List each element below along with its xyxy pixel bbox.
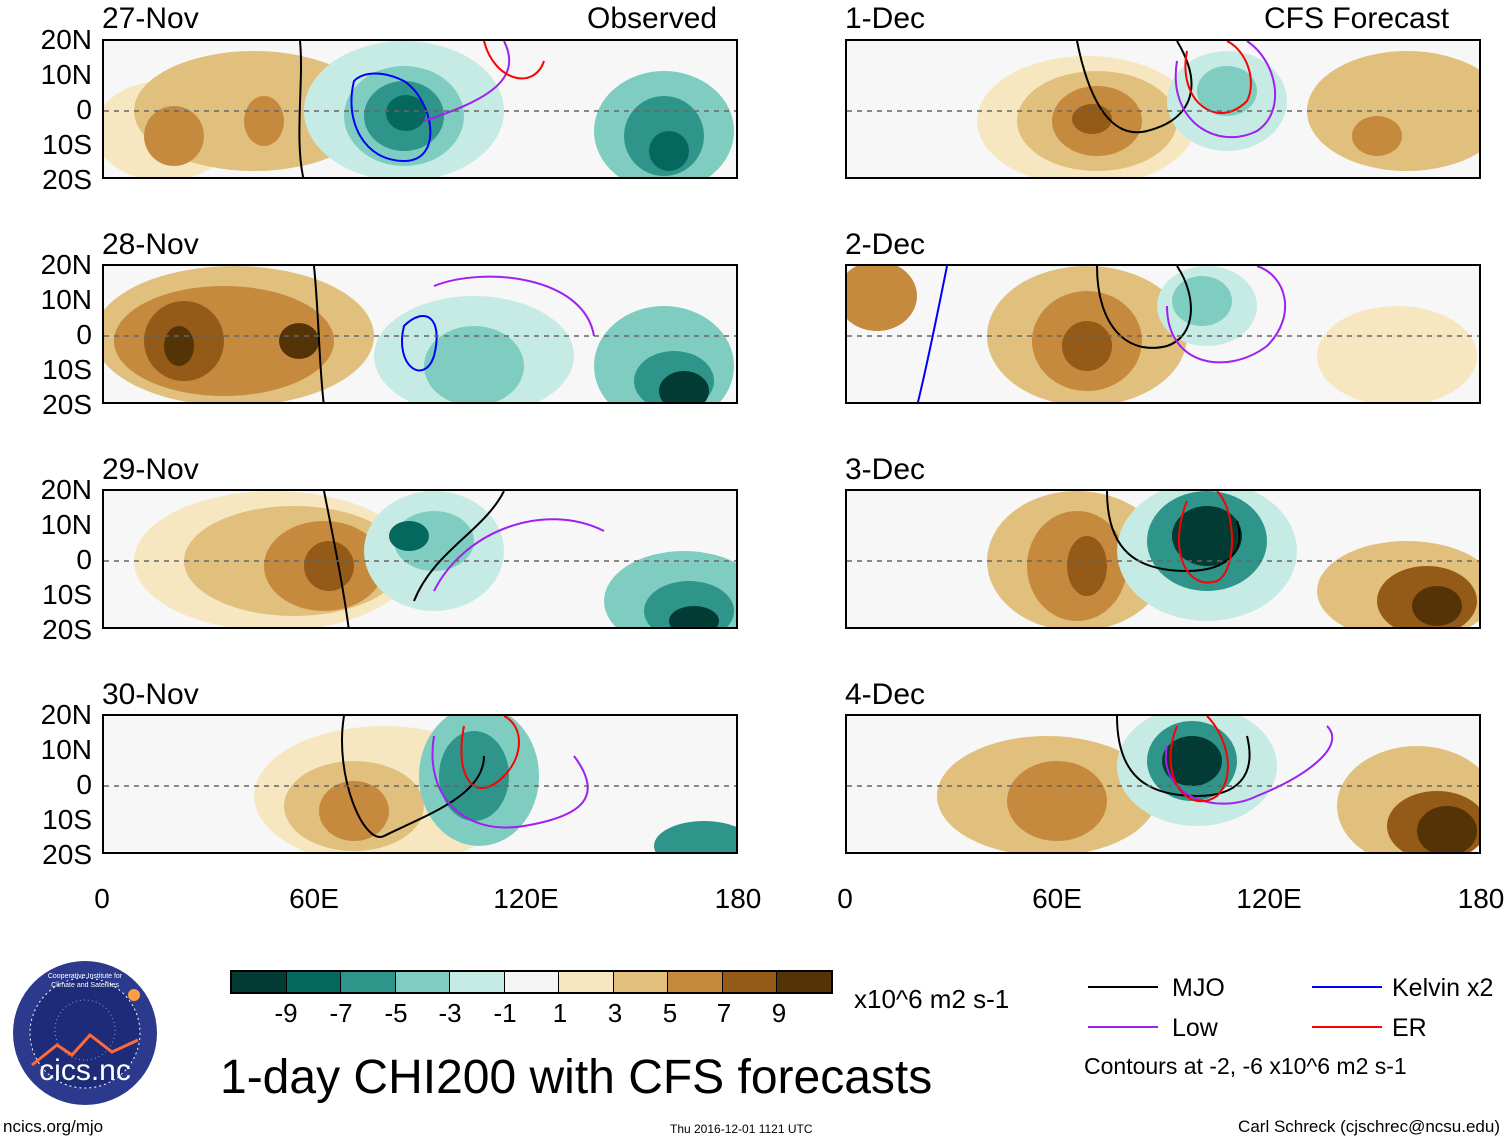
cics-logo: cics.nc Cooperative Institute for Climat… [12, 960, 158, 1106]
colorbar-tick: 7 [716, 998, 732, 1028]
panel-date-4-dec: 4-Dec [845, 678, 926, 711]
forecast-header: CFS Forecast [1264, 2, 1450, 35]
lon-label: 180 [714, 883, 762, 914]
colorbar-swatch [777, 972, 832, 992]
lat-label: 0 [76, 544, 92, 575]
contour-note: Contours at -2, -6 x10^6 m2 s-1 [1084, 1053, 1407, 1079]
chi200-field [104, 41, 736, 177]
chi200-field [847, 41, 1479, 177]
legend-label-low: Low [1172, 1014, 1218, 1042]
legend-label-mjo: MJO [1172, 974, 1225, 1002]
lat-label: 20S [42, 614, 92, 645]
footer-timestamp: Thu 2016-12-01 1121 UTC [670, 1122, 813, 1136]
lat-label: 10S [42, 804, 92, 835]
lat-label: 20N [40, 249, 92, 280]
footer-url[interactable]: ncics.org/mjo [3, 1117, 104, 1136]
colorbar-tick: -1 [493, 998, 517, 1028]
lat-label: 10N [40, 734, 92, 765]
colorbar-tick: 1 [552, 998, 568, 1028]
colorbar-swatch [559, 972, 614, 992]
colorbar-swatch [395, 972, 451, 992]
lat-label: 0 [76, 319, 92, 350]
map-panel-2-dec [845, 264, 1481, 404]
observed-header: Observed [587, 2, 718, 35]
lat-label: 20N [40, 699, 92, 730]
colorbar-tick: -3 [438, 998, 462, 1028]
panel-date-3-dec: 3-Dec [845, 453, 926, 486]
map-panel-30-nov [102, 714, 738, 854]
colorbar-swatch [504, 972, 560, 992]
chi200-field [847, 491, 1479, 627]
legend-line-mjo [1088, 986, 1158, 988]
chi200-field [104, 491, 736, 627]
colorbar-swatch [232, 972, 287, 992]
lat-label: 10N [40, 59, 92, 90]
colorbar-tick: 3 [607, 998, 623, 1028]
figure-title: 1-day CHI200 with CFS forecasts [220, 1051, 933, 1104]
lat-label: 10N [40, 509, 92, 540]
map-panel-29-nov [102, 489, 738, 629]
colorbar-tick: -7 [329, 998, 353, 1028]
lon-label: 60E [1032, 883, 1082, 914]
chi200-field [104, 266, 736, 402]
cics-logo-graphic [13, 961, 157, 1105]
panel-date-29-nov: 29-Nov [102, 453, 199, 486]
legend-label-er: ER [1392, 1014, 1427, 1042]
lon-label: 60E [289, 883, 339, 914]
lat-label: 20S [42, 389, 92, 420]
lon-label: 120E [493, 883, 559, 914]
logo-ring-text: Cooperative Institute for Climate and Sa… [47, 973, 123, 989]
map-panel-4-dec [845, 714, 1481, 854]
legend-line-kelvin [1312, 986, 1382, 988]
panel-date-2-dec: 2-Dec [845, 228, 926, 261]
map-panel-1-dec [845, 39, 1481, 179]
colorbar-swatch [450, 972, 505, 992]
colorbar-units: x10^6 m2 s-1 [854, 984, 1010, 1014]
colorbar-tick: 5 [662, 998, 678, 1028]
colorbar-swatch [341, 972, 396, 992]
chi200-field [847, 266, 1479, 402]
lat-label: 10N [40, 284, 92, 315]
lat-label: 0 [76, 769, 92, 800]
lat-label: 20S [42, 164, 92, 195]
colorbar [230, 970, 833, 994]
logo-text: cics.nc [39, 1054, 131, 1087]
colorbar-tick: 9 [771, 998, 787, 1028]
lon-label: 0 [94, 883, 110, 914]
panel-date-28-nov: 28-Nov [102, 228, 199, 261]
lat-label: 10S [42, 354, 92, 385]
lat-label: 20N [40, 24, 92, 55]
colorbar-tick: -5 [384, 998, 408, 1028]
colorbar-swatch [722, 972, 778, 992]
footer-credit: Carl Schreck (cjschrec@ncsu.edu) [1238, 1117, 1500, 1136]
panel-date-27-nov: 27-Nov [102, 2, 199, 35]
legend-line-er [1312, 1026, 1382, 1028]
lat-label: 20S [42, 839, 92, 870]
map-panel-28-nov [102, 264, 738, 404]
lat-label: 10S [42, 129, 92, 160]
colorbar-swatch [613, 972, 669, 992]
lon-label: 0 [837, 883, 853, 914]
panel-date-30-nov: 30-Nov [102, 678, 199, 711]
colorbar-swatch [668, 972, 723, 992]
chi200-field [104, 716, 736, 852]
map-panel-3-dec [845, 489, 1481, 629]
lat-label: 10S [42, 579, 92, 610]
colorbar-tick: -9 [274, 998, 298, 1028]
legend-label-kelvin: Kelvin x2 [1392, 974, 1494, 1002]
chi200-field [847, 716, 1479, 852]
lon-label: 180 [1457, 883, 1505, 914]
map-panel-27-nov [102, 39, 738, 179]
lon-label: 120E [1236, 883, 1302, 914]
colorbar-swatch [286, 972, 342, 992]
legend-line-low [1088, 1026, 1158, 1028]
lat-label: 20N [40, 474, 92, 505]
panel-date-1-dec: 1-Dec [845, 2, 926, 35]
lat-label: 0 [76, 94, 92, 125]
